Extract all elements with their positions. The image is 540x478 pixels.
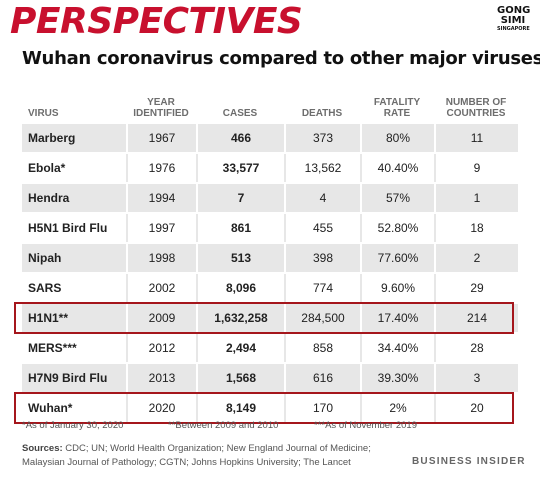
cell-deaths: 858 (284, 334, 360, 362)
cell-virus: Nipah (22, 244, 126, 272)
table-row: Wuhan* 2020 8,149 170 2% 20 (22, 394, 518, 422)
cell-cases: 466 (196, 124, 284, 152)
cell-cases: 1,568 (196, 364, 284, 392)
cell-deaths: 170 (284, 394, 360, 422)
cell-virus: H5N1 Bird Flu (22, 214, 126, 242)
table-row: Nipah 1998 513 398 77.60% 2 (22, 244, 518, 272)
cell-cases: 1,632,258 (196, 304, 284, 332)
column-header: NUMBER OF COUNTRIES (445, 97, 507, 119)
cell-fatality: 39.30% (360, 364, 434, 392)
sources-text: CDC; UN; World Health Organization; New … (22, 443, 371, 468)
logo-line-1: GONG (497, 5, 531, 16)
cell-fatality: 9.60% (360, 274, 434, 302)
logo-line-3: SINGAPORE (497, 26, 530, 32)
virus-table: VIRUS YEAR IDENTIFIED CASES DEATHS FATAL… (22, 86, 518, 424)
cell-countries: 11 (434, 124, 518, 152)
cell-virus: Hendra (22, 184, 126, 212)
cell-year: 1967 (126, 124, 196, 152)
column-header: FATALITY RATE (373, 97, 421, 119)
cell-deaths: 13,562 (284, 154, 360, 182)
column-header: CASES (222, 108, 258, 119)
cell-countries: 9 (434, 154, 518, 182)
cell-virus: SARS (22, 274, 126, 302)
cell-deaths: 455 (284, 214, 360, 242)
table-row: Marberg 1967 466 373 80% 11 (22, 124, 518, 152)
cell-year: 2013 (126, 364, 196, 392)
cell-year: 1998 (126, 244, 196, 272)
table-row: MERS*** 2012 2,494 858 34.40% 28 (22, 334, 518, 362)
table-row: Ebola* 1976 33,577 13,562 40.40% 9 (22, 154, 518, 182)
cell-virus: MERS*** (22, 334, 126, 362)
table-header: VIRUS YEAR IDENTIFIED CASES DEATHS FATAL… (22, 88, 518, 122)
cell-countries: 3 (434, 364, 518, 392)
cell-virus: H7N9 Bird Flu (22, 364, 126, 392)
cell-cases: 7 (196, 184, 284, 212)
logo-line-2: SIMI (500, 15, 526, 26)
cell-deaths: 373 (284, 124, 360, 152)
cell-cases: 861 (196, 214, 284, 242)
column-header: VIRUS (28, 108, 59, 119)
cell-deaths: 284,500 (284, 304, 360, 332)
cell-virus: Marberg (22, 124, 126, 152)
footnote: ***As of November 2019 (314, 420, 417, 431)
cell-cases: 8,096 (196, 274, 284, 302)
table-row: H7N9 Bird Flu 2013 1,568 616 39.30% 3 (22, 364, 518, 392)
cell-deaths: 616 (284, 364, 360, 392)
sources-label: Sources: (22, 443, 63, 454)
cell-fatality: 77.60% (360, 244, 434, 272)
cell-cases: 8,149 (196, 394, 284, 422)
cell-countries: 214 (434, 304, 518, 332)
virus-table-container: VIRUS YEAR IDENTIFIED CASES DEATHS FATAL… (22, 86, 518, 424)
cell-countries: 1 (434, 184, 518, 212)
cell-countries: 18 (434, 214, 518, 242)
gongsimi-logo: GONG SIMI SINGAPORE (497, 5, 531, 33)
cell-fatality: 57% (360, 184, 434, 212)
table-row: Hendra 1994 7 4 57% 1 (22, 184, 518, 212)
cell-cases: 513 (196, 244, 284, 272)
column-header: YEAR IDENTIFIED (133, 97, 189, 119)
brand-title: PERSPECTIVES (10, 1, 303, 42)
cell-year: 1994 (126, 184, 196, 212)
cell-countries: 2 (434, 244, 518, 272)
cell-year: 2020 (126, 394, 196, 422)
cell-cases: 33,577 (196, 154, 284, 182)
cell-countries: 28 (434, 334, 518, 362)
cell-year: 1976 (126, 154, 196, 182)
footnote: *As of January 30, 2020 (22, 420, 124, 431)
cell-deaths: 774 (284, 274, 360, 302)
cell-virus: Ebola* (22, 154, 126, 182)
table-body: Marberg 1967 466 373 80% 11 Ebola* 1976 33,577 13… (22, 124, 518, 422)
table-row: H1N1** 2009 1,632,258 284,500 17.40% 214 (22, 304, 518, 332)
cell-virus: H1N1** (22, 304, 126, 332)
table-row: SARS 2002 8,096 774 9.60% 29 (22, 274, 518, 302)
cell-year: 2009 (126, 304, 196, 332)
cell-fatality: 40.40% (360, 154, 434, 182)
cell-fatality: 17.40% (360, 304, 434, 332)
cell-deaths: 398 (284, 244, 360, 272)
chart-title: Wuhan coronavirus compared to other majo… (22, 48, 540, 69)
publisher-logo: BUSINESS INSIDER (412, 456, 526, 467)
cell-deaths: 4 (284, 184, 360, 212)
footnote: **Between 2009 and 2010 (168, 420, 279, 431)
cell-fatality: 34.40% (360, 334, 434, 362)
cell-fatality: 2% (360, 394, 434, 422)
cell-year: 2012 (126, 334, 196, 362)
column-header: DEATHS (301, 108, 343, 119)
cell-cases: 2,494 (196, 334, 284, 362)
cell-virus: Wuhan* (22, 394, 126, 422)
cell-countries: 20 (434, 394, 518, 422)
sources: Sources: CDC; UN; World Health Organizat… (22, 442, 412, 470)
cell-year: 2002 (126, 274, 196, 302)
table-row: H5N1 Bird Flu 1997 861 455 52.80% 18 (22, 214, 518, 242)
cell-countries: 29 (434, 274, 518, 302)
cell-fatality: 80% (360, 124, 434, 152)
cell-fatality: 52.80% (360, 214, 434, 242)
cell-year: 1997 (126, 214, 196, 242)
